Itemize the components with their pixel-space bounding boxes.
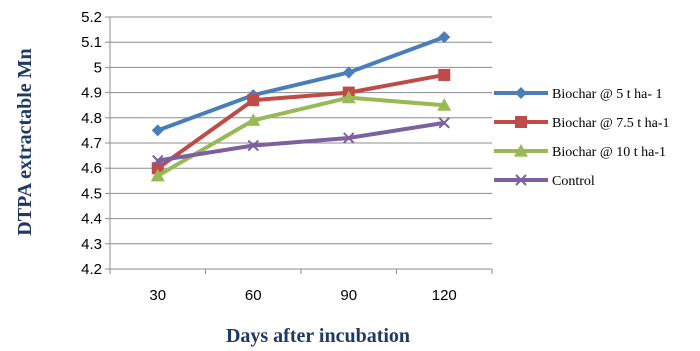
series-1 (151, 31, 451, 137)
data-point (247, 139, 259, 152)
y-tick-label: 5 (94, 59, 102, 76)
legend-item-4: Control (494, 174, 595, 189)
data-point (437, 98, 452, 111)
y-tick-label: 4.4 (81, 211, 102, 228)
x-tick-label: 30 (149, 287, 166, 304)
y-tick-label: 4.9 (81, 85, 102, 102)
data-point (341, 90, 356, 104)
legend-label: Biochar @ 7.5 t ha-1 (552, 116, 669, 131)
legend-item-2: Biochar @ 7.5 t ha-1 (494, 116, 669, 131)
legend-marker (515, 116, 527, 128)
y-tick-label: 5.2 (81, 9, 102, 26)
legend-label: Control (552, 174, 595, 189)
y-tick-label: 4.7 (81, 135, 102, 152)
legend-marker (514, 144, 528, 157)
series-line (156, 95, 445, 178)
legend-item-1: Biochar @ 5 t ha- 1 (494, 87, 662, 102)
series-layer (150, 31, 452, 182)
data-point (438, 31, 451, 44)
legend-marker (515, 87, 527, 99)
legend: Biochar @ 5 t ha- 1 Biochar @ 7.5 t ha-1 B… (494, 87, 669, 189)
legend-label: Biochar @ 10 t ha-1 (552, 145, 666, 160)
data-point (246, 113, 261, 126)
data-point (151, 124, 164, 137)
x-marker-stroke (152, 154, 164, 167)
x-marker-stroke (438, 117, 450, 129)
x-axis-title: Days after incubation (226, 325, 410, 347)
data-point (342, 66, 355, 79)
series-3 (150, 90, 452, 182)
series-4 (152, 117, 450, 167)
data-point (150, 168, 165, 182)
x-tick-label: 120 (432, 287, 457, 304)
y-tick-label: 4.8 (81, 110, 102, 127)
legend-marker (515, 174, 527, 186)
series-line (157, 120, 445, 163)
data-point (151, 162, 164, 175)
data-point (343, 132, 355, 144)
data-point (438, 117, 450, 129)
x-marker-stroke (343, 132, 355, 144)
y-tick-label: 4.2 (81, 261, 102, 278)
x-marker-stroke (515, 174, 527, 186)
y-tick-label: 4.3 (81, 236, 102, 253)
x-tick-label: 60 (245, 287, 262, 304)
y-tick-label: 4.6 (81, 160, 102, 177)
series-line (156, 72, 445, 170)
axes: 4.2 4.3 4.4 4.5 4.6 4.7 4.8 4.9 5 5.1 5.2 30 60 90 120 (81, 9, 493, 304)
x-marker-stroke (247, 139, 259, 152)
y-tick-label: 4.5 (81, 185, 102, 202)
data-point (438, 68, 451, 81)
y-axis-title: DTPA extractable Mn (14, 48, 36, 235)
data-point (247, 94, 260, 107)
legend-label: Biochar @ 5 t ha- 1 (552, 87, 662, 102)
y-tick-label: 5.1 (81, 34, 102, 51)
x-tick-label: 90 (340, 287, 357, 304)
series-line (157, 35, 445, 133)
legend-item-3: Biochar @ 10 t ha-1 (494, 144, 666, 160)
data-point (152, 154, 164, 167)
